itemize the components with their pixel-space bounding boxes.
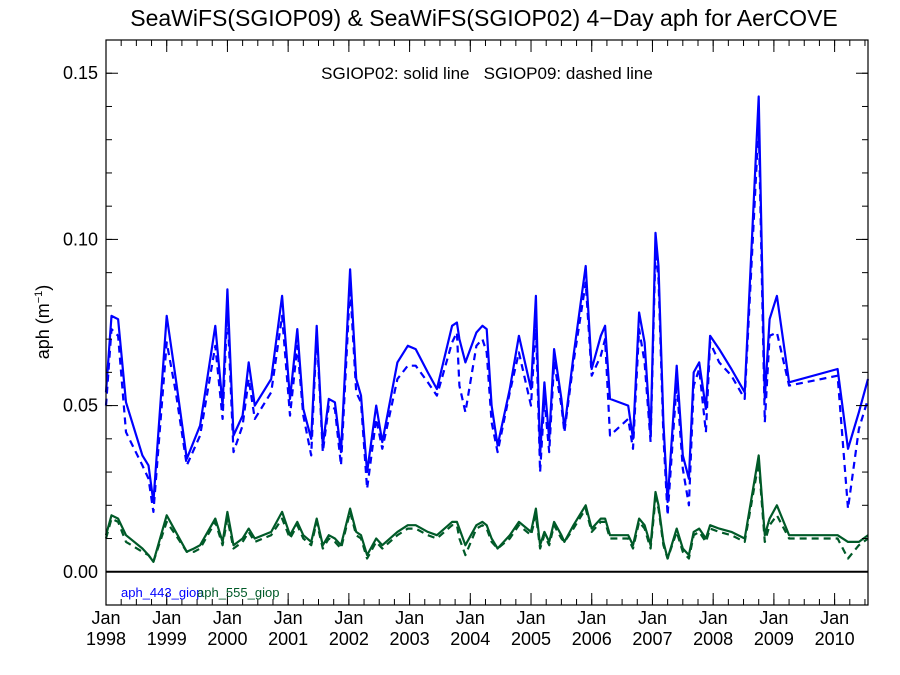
x-tick-month-label: Jan	[577, 608, 606, 628]
y-axis-label-main: aph (m	[33, 303, 53, 359]
axes: 0.000.050.100.15Jan1998Jan1999Jan2000Jan…	[63, 39, 869, 649]
y-tick-label: 0.10	[63, 229, 98, 249]
x-tick-month-label: Jan	[456, 608, 485, 628]
method-annotation: SGIOP02: solid line SGIOP09: dashed line	[321, 64, 653, 83]
x-tick-year-label: 2009	[754, 629, 794, 649]
y-tick-label: 0.00	[63, 562, 98, 582]
x-tick-year-label: 2002	[329, 629, 369, 649]
x-tick-month-label: Jan	[274, 608, 303, 628]
plot-frame	[105, 39, 869, 606]
x-tick-year-label: 2001	[268, 629, 308, 649]
x-tick-year-label: 1998	[86, 629, 126, 649]
x-tick-month-label: Jan	[820, 608, 849, 628]
x-tick-year-label: 2003	[390, 629, 430, 649]
series-line-aph_555_giop-sgiop09	[104, 461, 869, 563]
x-tick-year-label: 2004	[450, 629, 490, 649]
x-tick-year-label: 2010	[815, 629, 855, 649]
chart-title: SeaWiFS(SGIOP09) & SeaWiFS(SGIOP02) 4−Da…	[130, 5, 838, 31]
x-tick-month-label: Jan	[152, 608, 181, 628]
x-tick-year-label: 1999	[147, 629, 187, 649]
x-tick-month-label: Jan	[638, 608, 667, 628]
x-tick-year-label: 2006	[572, 629, 612, 649]
x-tick-month-label: Jan	[91, 608, 120, 628]
x-tick-month-label: Jan	[517, 608, 546, 628]
x-tick-year-label: 2005	[511, 629, 551, 649]
legend-entry-aph_443_giop: aph_443_giop	[121, 585, 203, 600]
y-axis-label: aph (m−1)	[33, 285, 53, 360]
x-tick-month-label: Jan	[334, 608, 363, 628]
x-tick-month-label: Jan	[213, 608, 242, 628]
x-tick-month-label: Jan	[699, 608, 728, 628]
x-tick-month-label: Jan	[759, 608, 788, 628]
y-axis-label-close: )	[33, 285, 53, 291]
y-axis-label-unit-exponent: −1	[33, 291, 45, 304]
y-tick-label: 0.15	[63, 63, 98, 83]
x-tick-year-label: 2007	[632, 629, 672, 649]
x-tick-year-label: 2000	[207, 629, 247, 649]
series-line-aph_443_giop-sgiop09	[104, 122, 870, 517]
plot-area	[104, 95, 870, 563]
y-tick-label: 0.05	[63, 396, 98, 416]
x-tick-month-label: Jan	[395, 608, 424, 628]
x-tick-year-label: 2008	[693, 629, 733, 649]
legend-entry-aph_555_giop: aph_555_giop	[197, 585, 279, 600]
